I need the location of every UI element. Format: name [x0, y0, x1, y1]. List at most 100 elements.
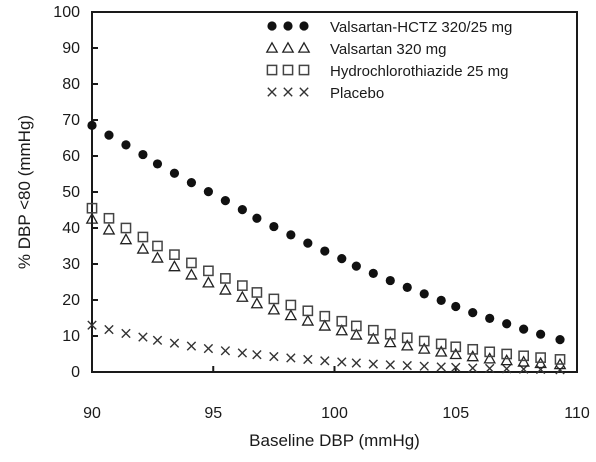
data-point [152, 240, 163, 252]
data-point [418, 335, 430, 347]
legend-item: Hydrochlorothiazide 25 mg [266, 63, 508, 80]
data-point [535, 352, 546, 363]
data-point [137, 231, 149, 243]
data-point [449, 347, 463, 360]
x-tick-label: 105 [442, 405, 469, 422]
data-point [268, 293, 280, 305]
legend-label: Hydrochlorothiazide 25 mg [330, 63, 508, 80]
legend-marker [298, 64, 310, 76]
data-point [502, 319, 512, 329]
data-point [337, 254, 347, 264]
data-point [303, 238, 313, 248]
data-point [236, 290, 249, 302]
data-point [237, 280, 248, 291]
data-point [351, 358, 362, 368]
y-tick-label: 0 [71, 364, 80, 381]
y-tick-label: 60 [62, 148, 80, 165]
data-point [335, 324, 349, 336]
data-point [402, 282, 412, 292]
data-point [320, 356, 330, 366]
data-point [220, 196, 230, 206]
data-point [401, 332, 413, 344]
legend: Valsartan-HCTZ 320/25 mg Valsartan 320 mg… [265, 19, 512, 102]
data-point [435, 338, 447, 350]
data-point [337, 357, 347, 367]
data-point [519, 324, 529, 334]
data-point [237, 348, 248, 358]
data-point [104, 324, 114, 335]
data-point [536, 329, 546, 339]
data-point [250, 297, 264, 309]
data-point [318, 319, 332, 331]
legend-label: Valsartan-HCTZ 320/25 mg [330, 19, 512, 36]
legend-label: Valsartan 320 mg [330, 41, 446, 58]
series-3 [86, 202, 566, 365]
data-point [517, 355, 530, 367]
data-point [220, 273, 231, 284]
data-point [119, 232, 133, 245]
data-point [251, 287, 263, 298]
data-point [555, 365, 565, 375]
data-point [555, 335, 565, 345]
data-point [467, 343, 479, 355]
data-point [104, 130, 114, 140]
data-point [203, 343, 214, 354]
data-point [385, 275, 395, 286]
legend-marker [283, 87, 293, 97]
data-point [203, 187, 213, 197]
y-tick-label: 30 [62, 256, 80, 273]
data-point [384, 328, 396, 340]
data-point [466, 349, 480, 362]
data-point [286, 353, 296, 363]
data-point [366, 332, 380, 344]
data-points [85, 120, 567, 375]
y-tick-label: 70 [62, 112, 80, 129]
data-point [434, 345, 448, 357]
series-1 [87, 120, 565, 345]
x-tick-label: 110 [564, 405, 590, 422]
legend-marker [266, 64, 278, 76]
data-point [450, 341, 462, 353]
data-point [385, 360, 395, 370]
data-point [468, 308, 478, 318]
y-tick-label: 80 [62, 76, 80, 93]
data-point [451, 301, 461, 312]
data-point [186, 341, 197, 351]
data-point [468, 363, 478, 373]
data-point [554, 354, 566, 365]
data-point [501, 348, 513, 360]
legend-item: Placebo [267, 85, 384, 102]
legend-marker [283, 21, 293, 31]
data-point [219, 283, 232, 295]
data-point [350, 328, 363, 340]
data-point [87, 320, 97, 330]
data-point [103, 212, 115, 224]
tick-labels: 0 10 20 30 40 50 60 70 80 90 100 90 95 100 105 110 [53, 4, 590, 422]
y-tick-label: 90 [62, 40, 80, 57]
data-point [102, 223, 116, 235]
data-point [535, 364, 546, 375]
data-point [186, 257, 197, 269]
data-point [252, 350, 262, 360]
data-point [269, 221, 279, 232]
legend-marker [282, 64, 294, 76]
data-point [319, 310, 331, 322]
data-point [402, 360, 412, 371]
data-point [138, 149, 148, 160]
y-axis-title: % DBP <80 (mmHg) [15, 115, 34, 269]
data-point [302, 305, 314, 317]
data-point [484, 346, 496, 358]
legend-item: Valsartan-HCTZ 320/25 mg [267, 19, 512, 36]
x-axis-title: Baseline DBP (mmHg) [249, 431, 420, 450]
data-point [152, 335, 163, 346]
legend-marker [297, 41, 311, 53]
legend-marker [281, 41, 295, 53]
data-point [436, 362, 446, 372]
data-point [451, 362, 461, 373]
legend-label: Placebo [330, 85, 384, 102]
legend-marker [267, 21, 277, 31]
data-point [87, 120, 97, 130]
y-tick-label: 10 [62, 328, 80, 345]
y-tick-label: 20 [62, 292, 80, 309]
